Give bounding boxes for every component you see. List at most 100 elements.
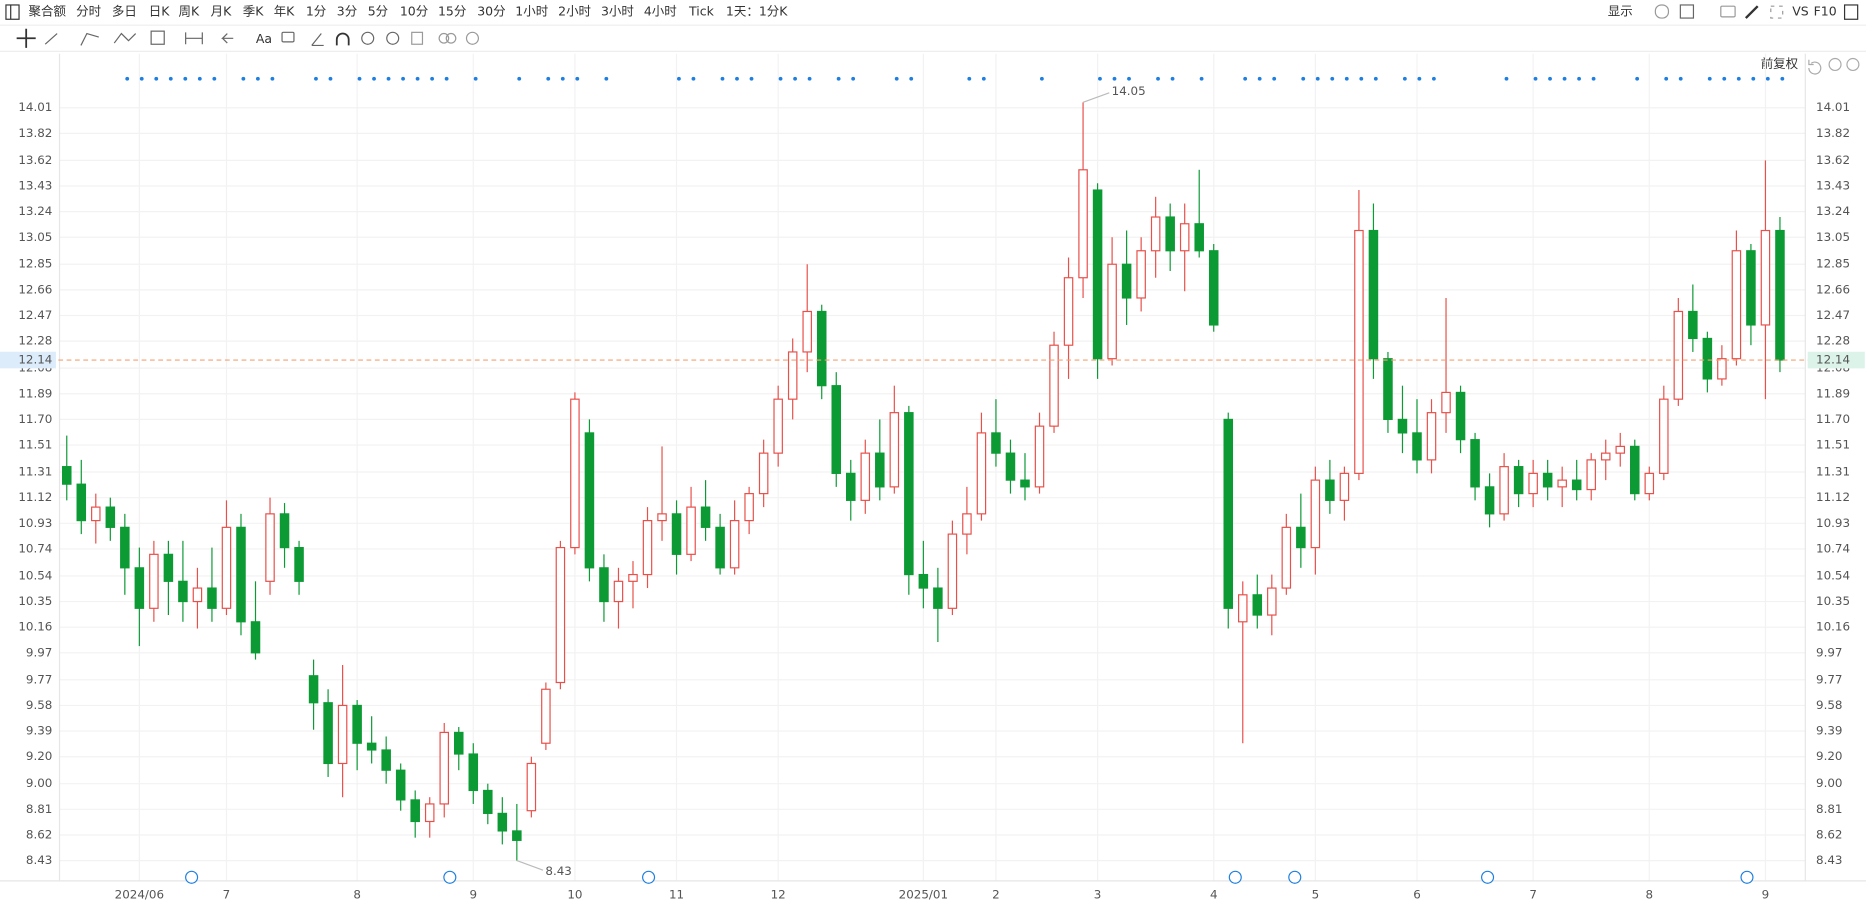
event-icon[interactable] — [1481, 870, 1495, 884]
event-dot[interactable] — [1039, 76, 1044, 81]
compare-tool[interactable] — [445, 32, 457, 44]
camera-icon[interactable] — [1720, 5, 1736, 18]
note-tool[interactable] — [281, 31, 295, 43]
event-icon[interactable] — [1740, 870, 1754, 884]
panel-toggle[interactable] — [1843, 4, 1859, 20]
event-dot[interactable] — [1170, 76, 1175, 81]
event-dot[interactable] — [139, 76, 144, 81]
adjust-mode[interactable]: 前复权 — [1761, 56, 1799, 71]
event-dot[interactable] — [154, 76, 159, 81]
event-dot[interactable] — [1301, 76, 1306, 81]
event-dot[interactable] — [749, 76, 754, 81]
event-dot[interactable] — [444, 76, 449, 81]
display-menu[interactable]: 显示 — [1608, 4, 1633, 19]
event-dot[interactable] — [1402, 76, 1407, 81]
event-dot[interactable] — [1533, 76, 1538, 81]
period-tab[interactable]: 1天：1分K — [726, 4, 788, 19]
event-dot[interactable] — [328, 76, 333, 81]
period-tab[interactable]: 月K — [211, 4, 232, 19]
event-icon[interactable] — [1228, 870, 1242, 884]
magnet-tool[interactable] — [335, 32, 350, 46]
event-dot[interactable] — [1156, 76, 1160, 81]
period-tab[interactable]: 聚合额 — [29, 4, 67, 19]
event-dot[interactable] — [894, 76, 899, 81]
event-dot[interactable] — [1751, 76, 1756, 81]
event-dot[interactable] — [197, 76, 202, 81]
event-dot[interactable] — [560, 76, 565, 81]
event-dot[interactable] — [1243, 76, 1248, 81]
event-icon[interactable] — [642, 870, 656, 884]
fullscreen-icon[interactable] — [1770, 5, 1784, 19]
event-dot[interactable] — [415, 76, 420, 81]
period-tab[interactable]: 季K — [243, 4, 264, 19]
event-dot[interactable] — [183, 76, 188, 81]
channel-tool[interactable] — [80, 32, 99, 46]
f10-button[interactable]: F10 — [1814, 4, 1837, 19]
event-dot[interactable] — [720, 76, 725, 81]
event-dot[interactable] — [372, 76, 376, 81]
period-tab[interactable]: 周K — [179, 4, 200, 19]
period-tab[interactable]: 15分 — [438, 4, 466, 19]
event-icon[interactable] — [1288, 870, 1302, 884]
lock-tool[interactable] — [361, 31, 375, 45]
event-dot[interactable] — [546, 76, 551, 81]
event-dot[interactable] — [836, 76, 841, 81]
event-dot[interactable] — [793, 76, 797, 81]
event-dot[interactable] — [981, 76, 986, 81]
event-icon[interactable] — [185, 870, 199, 884]
arrow-tool[interactable] — [221, 33, 234, 44]
pen-icon[interactable] — [1744, 5, 1759, 19]
event-dot[interactable] — [1591, 76, 1596, 81]
pattern-tool[interactable] — [150, 30, 165, 45]
event-dot[interactable] — [1272, 76, 1277, 81]
text-tool[interactable]: Aa — [256, 31, 272, 46]
wave-tool[interactable] — [113, 32, 137, 44]
event-dot[interactable] — [1098, 76, 1102, 81]
settings-icon[interactable] — [1654, 4, 1670, 19]
event-dot[interactable] — [851, 76, 856, 81]
period-tab[interactable]: 10分 — [400, 4, 428, 19]
period-tab[interactable]: 1分 — [306, 4, 326, 19]
compare-tool[interactable] — [438, 32, 450, 44]
period-tab[interactable]: 日K — [149, 4, 170, 19]
event-dot[interactable] — [1315, 76, 1320, 81]
event-dot[interactable] — [1344, 76, 1349, 81]
event-dot[interactable] — [1359, 76, 1364, 81]
period-tab[interactable]: 1小时 — [515, 4, 548, 19]
event-dot[interactable] — [1707, 76, 1712, 81]
event-dot[interactable] — [1548, 76, 1552, 81]
event-dot[interactable] — [314, 76, 318, 81]
event-dot[interactable] — [735, 76, 739, 81]
period-tab[interactable]: 30分 — [477, 4, 505, 19]
event-dot[interactable] — [125, 76, 130, 81]
period-tab[interactable]: 3分 — [337, 4, 357, 19]
event-dot[interactable] — [1678, 76, 1683, 81]
event-icon[interactable] — [443, 870, 457, 884]
event-dot[interactable] — [1257, 76, 1262, 81]
line-tool[interactable] — [44, 33, 58, 45]
event-dot[interactable] — [1417, 76, 1422, 81]
period-tab[interactable]: 分时 — [76, 4, 101, 19]
move-tool[interactable] — [16, 28, 36, 48]
event-dot[interactable] — [967, 76, 972, 81]
period-tab[interactable]: 5分 — [368, 4, 388, 19]
event-dot[interactable] — [430, 76, 435, 81]
sidebar-toggle[interactable] — [5, 4, 20, 20]
event-dot[interactable] — [604, 76, 609, 81]
event-dot[interactable] — [1577, 76, 1581, 81]
event-dot[interactable] — [575, 76, 580, 81]
event-dot[interactable] — [473, 76, 478, 81]
period-tab[interactable]: Tick — [688, 4, 715, 19]
event-dot[interactable] — [807, 76, 812, 81]
layout-icon[interactable] — [1679, 4, 1695, 19]
event-dot[interactable] — [255, 76, 260, 81]
event-dot[interactable] — [1562, 76, 1567, 81]
event-dot[interactable] — [212, 76, 217, 81]
event-dot[interactable] — [357, 76, 362, 81]
event-dot[interactable] — [1330, 76, 1335, 81]
period-tab[interactable]: 3小时 — [601, 4, 634, 19]
period-tab[interactable]: 多日 — [112, 4, 137, 19]
event-dot[interactable] — [1722, 76, 1727, 81]
event-dot[interactable] — [386, 76, 391, 81]
angle-tool[interactable] — [311, 33, 324, 47]
